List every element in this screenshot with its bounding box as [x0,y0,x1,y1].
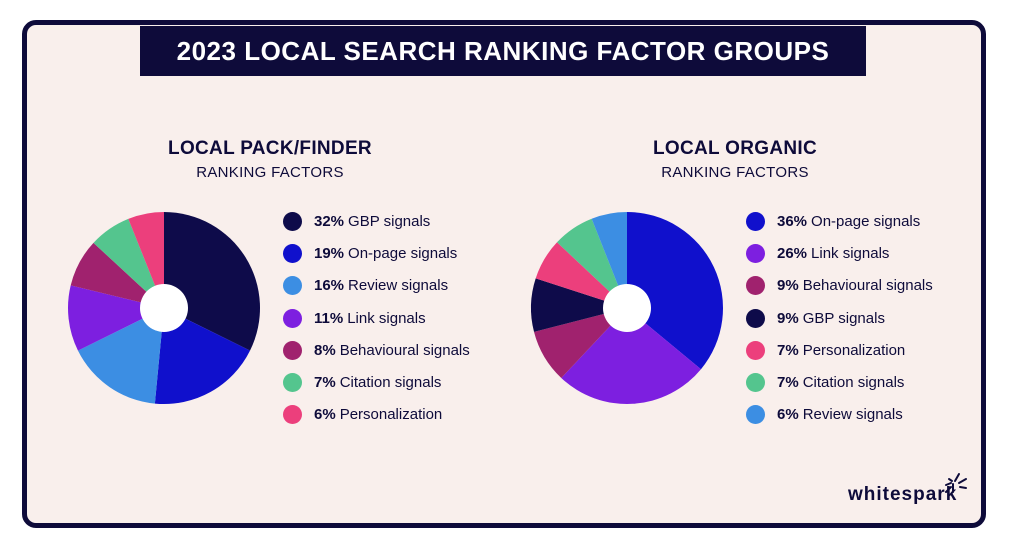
chart-2-title: LOCAL ORGANIC [653,138,817,159]
legend-item: 36% On-page signals [746,205,933,237]
pie-slice-personalization [128,212,164,308]
legend-percent: 11% [314,309,344,327]
legend-item: 9% GBP signals [746,302,933,334]
legend-item: 6% Review signals [746,399,933,431]
legend-item: 7% Citation signals [283,366,470,398]
legend-percent: 16% [314,277,345,295]
pie-slice-review-signals [591,212,627,308]
legend-swatch [746,308,765,328]
legend-label: On-page signals [348,244,458,262]
brand-name: whitespark [848,484,958,505]
legend-label: Behavioural signals [339,341,470,359]
pie-slice-link-signals [561,308,701,404]
legend-item: 32% GBP signals [283,205,470,237]
pie-slice-review-signals [77,308,164,404]
legend-label: Review signals [348,277,449,295]
chart-2-pie [531,212,723,404]
legend-percent: 36% [777,212,808,230]
chart-1-heading: LOCAL PACK/FINDER RANKING FACTORS [120,138,420,181]
pie-slice-on-page-signals [154,308,251,404]
legend-percent: 9% [777,309,799,327]
pie-slice-on-page-signals [627,212,723,370]
page-title: 2023 LOCAL SEARCH RANKING FACTOR GROUPS [140,26,866,76]
legend-swatch [283,405,302,425]
pie-slice-behavioural-signals [534,308,627,378]
legend-swatch [283,276,302,296]
legend-label: GBP signals [802,309,885,327]
legend-item: 8% Behavioural signals [283,334,470,366]
legend-label: Citation signals [339,374,442,392]
chart-2-heading: LOCAL ORGANIC RANKING FACTORS [585,138,885,181]
spark-burst-icon [945,473,967,493]
legend-label: Personalization [339,406,443,424]
chart-2-legend: 36% On-page signals 26% Link signals 9% Behav… [746,205,933,431]
legend-percent: 8% [314,341,336,359]
legend-swatch [746,340,765,360]
legend-item: 19% On-page signals [283,237,470,269]
legend-percent: 6% [777,406,799,424]
legend-swatch [746,405,765,425]
pie-slice-link-signals [67,285,164,351]
legend-item: 11% Link signals [283,302,470,334]
legend-item: 16% Review signals [283,270,470,302]
legend-swatch [283,211,302,231]
pie-center-hole [603,284,651,332]
legend-label: Behavioural signals [802,277,933,295]
legend-item: 6% Personalization [283,399,470,431]
legend-percent: 19% [314,244,345,262]
legend-label: Link signals [347,309,426,327]
chart-1-pie [67,212,260,404]
legend-percent: 6% [314,406,336,424]
legend-swatch [283,308,302,328]
legend-swatch [746,211,765,231]
legend-percent: 7% [777,341,799,359]
legend-label: Personalization [802,341,906,359]
legend-item: 9% Behavioural signals [746,270,933,302]
chart-1-title: LOCAL PACK/FINDER [168,138,372,159]
pie-slice-citation-signals [557,218,627,308]
pie-slice-behavioural-signals [70,242,164,308]
legend-swatch [746,373,765,393]
legend-swatch [283,373,302,393]
legend-item: 26% Link signals [746,237,933,269]
pie-slice-personalization [535,242,627,308]
legend-percent: 7% [777,374,799,392]
legend-label: GBP signals [348,212,431,230]
legend-item: 7% Citation signals [746,366,933,398]
legend-label: Citation signals [802,374,905,392]
legend-swatch [746,243,765,263]
legend-percent: 9% [777,277,799,295]
pie-center-hole [140,284,188,332]
pie-slice-gbp-signals [164,212,260,351]
pie-slice-citation-signals [93,218,164,308]
pie-slice-gbp-signals [531,278,627,332]
legend-swatch [746,276,765,296]
chart-2-subtitle: RANKING FACTORS [661,164,809,181]
legend-swatch [283,243,302,263]
chart-1-subtitle: RANKING FACTORS [196,164,344,181]
legend-percent: 32% [314,212,345,230]
legend-swatch [283,340,302,360]
legend-label: Link signals [811,244,890,262]
legend-label: On-page signals [811,212,921,230]
chart-1-legend: 32% GBP signals 19% On-page signals 16% Revie… [283,205,470,431]
legend-percent: 26% [777,244,808,262]
legend-item: 7% Personalization [746,334,933,366]
legend-percent: 7% [314,374,336,392]
legend-label: Review signals [802,406,903,424]
